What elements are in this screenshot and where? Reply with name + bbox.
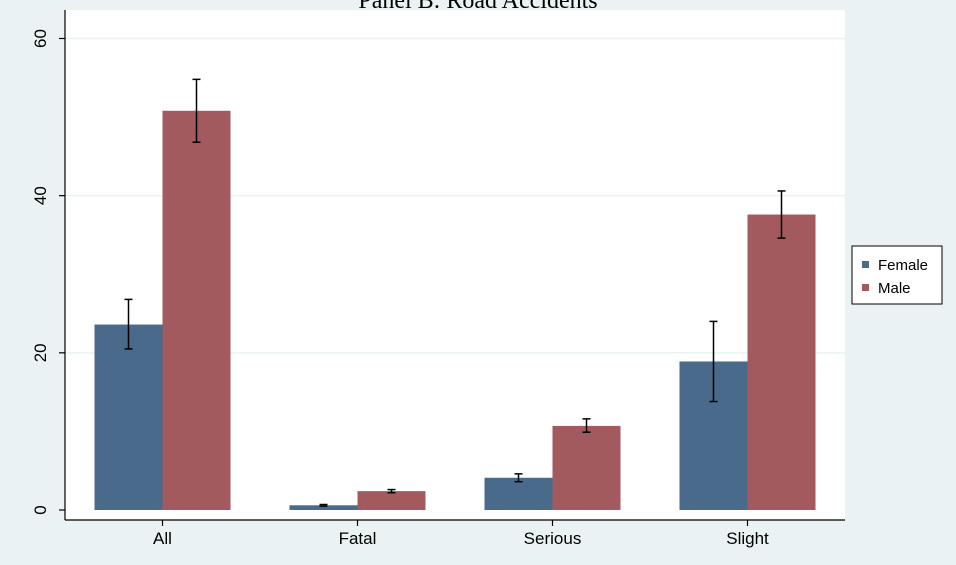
legend: Female Male: [851, 245, 943, 305]
axes: All Fatal Serious Slight 0 20 40 60: [31, 10, 845, 548]
error-bar-female-all: [124, 298, 133, 350]
y-tick-label: 60: [31, 29, 50, 48]
error-bar-female-fatal: [319, 503, 328, 507]
bars: [94, 110, 816, 511]
legend-box: [851, 245, 943, 305]
x-tick-label: Fatal: [339, 529, 377, 548]
chart-title: Panel B: Road Accidents: [358, 0, 597, 14]
x-tick-label: All: [153, 529, 172, 548]
bar-male-all: [162, 110, 231, 511]
error-bar-male-fatal: [387, 488, 396, 494]
y-tick-label: 20: [31, 343, 50, 362]
bar-female-fatal: [289, 505, 358, 510]
bar-female-serious: [484, 477, 553, 510]
error-bar-male-slight: [777, 190, 786, 239]
error-bar-female-serious: [514, 473, 523, 483]
bar-male-slight: [747, 214, 816, 510]
legend-label-male: Male: [878, 280, 911, 297]
x-tick-label: Serious: [524, 529, 582, 548]
legend-label-female: Female: [878, 257, 928, 274]
error-bar-male-all: [192, 78, 201, 143]
error-bar-male-serious: [582, 418, 591, 433]
x-tick-label: Slight: [726, 529, 769, 548]
bar-male-fatal: [357, 491, 426, 510]
y-tick-label: 40: [31, 186, 50, 205]
y-tick-label: 0: [31, 505, 50, 514]
bar-female-all: [94, 324, 163, 510]
legend-swatch-male: [862, 284, 869, 291]
bar-male-serious: [552, 425, 621, 510]
legend-swatch-female: [862, 261, 869, 268]
error-bars: [124, 78, 786, 507]
error-bar-female-slight: [709, 320, 718, 403]
